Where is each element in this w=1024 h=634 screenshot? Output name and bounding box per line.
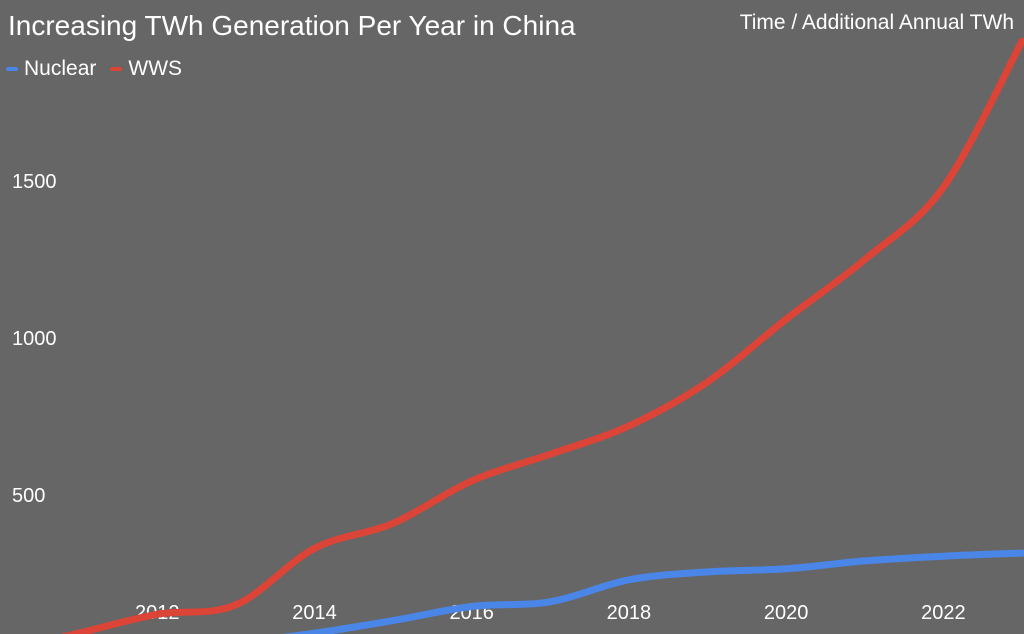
legend-item-nuclear: Nuclear <box>6 57 96 81</box>
legend-swatch-nuclear <box>6 67 18 71</box>
y-tick-label: 500 <box>12 485 45 507</box>
series-line-nuclear <box>281 549 1024 634</box>
legend-swatch-wws <box>110 67 123 71</box>
legend-item-wws: WWS <box>110 57 182 81</box>
x-tick-label: 2020 <box>764 602 809 624</box>
x-tick-label: 2022 <box>921 602 966 624</box>
legend-label-wws: WWS <box>128 57 183 80</box>
legend: Nuclear WWS <box>6 57 182 81</box>
x-tick-label: 2018 <box>607 602 652 624</box>
chart-title: Increasing TWh Generation Per Year in Ch… <box>8 10 576 41</box>
y-tick-label: 1000 <box>12 328 57 350</box>
legend-label-nuclear: Nuclear <box>24 57 97 80</box>
series-line-wws <box>60 37 1024 634</box>
x-tick-label: 2014 <box>292 602 337 624</box>
axis-caption: Time / Additional Annual TWh <box>739 11 1014 34</box>
series-lines <box>60 37 1024 634</box>
y-tick-label: 1500 <box>12 171 57 193</box>
